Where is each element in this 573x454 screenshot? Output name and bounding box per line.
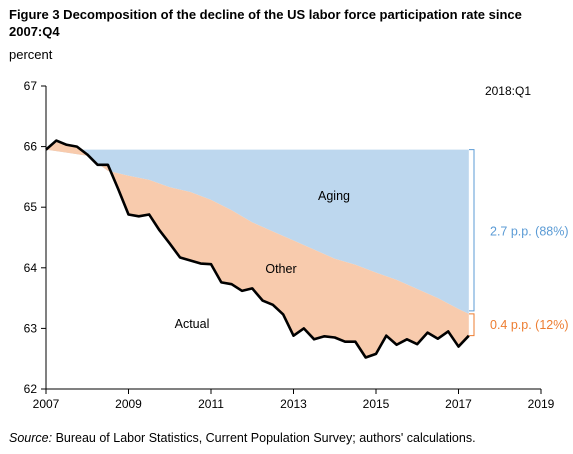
y-axis-unit-label: percent: [9, 47, 53, 62]
x-tick-label: 2007: [33, 397, 60, 411]
x-tick-label: 2011: [198, 397, 224, 411]
x-tick-label: 2015: [363, 397, 390, 411]
y-tick-label: 67: [24, 79, 38, 93]
x-tick-label: 2009: [115, 397, 142, 411]
y-tick-label: 64: [24, 261, 38, 275]
y-tick-label: 62: [24, 382, 38, 396]
x-tick-label: 2019: [528, 397, 555, 411]
aging-bracket-label: 2.7 p.p. (88%): [490, 225, 569, 239]
x-tick-label: 2013: [280, 397, 307, 411]
source-note: Source: Bureau of Labor Statistics, Curr…: [9, 431, 476, 445]
chart-title: Figure 3 Decomposition of the decline of…: [9, 7, 522, 39]
aging-bracket: [469, 149, 475, 312]
aging-label: Aging: [318, 189, 350, 203]
date-label: 2018:Q1: [485, 84, 531, 98]
other-area: [46, 140, 469, 358]
source-text: Bureau of Labor Statistics, Current Popu…: [52, 431, 476, 445]
y-tick-label: 65: [24, 200, 38, 214]
other-bracket: [469, 313, 475, 337]
actual-label: Actual: [175, 317, 210, 331]
y-tick-label: 66: [24, 140, 38, 154]
actual-line: [45, 139, 470, 359]
x-tick-label: 2017: [445, 397, 472, 411]
other-bracket-label: 0.4 p.p. (12%): [490, 318, 569, 332]
other-label: Other: [265, 262, 296, 276]
aging-area: [46, 149, 469, 314]
source-label: Source:: [9, 431, 53, 445]
y-tick-label: 63: [24, 321, 38, 335]
